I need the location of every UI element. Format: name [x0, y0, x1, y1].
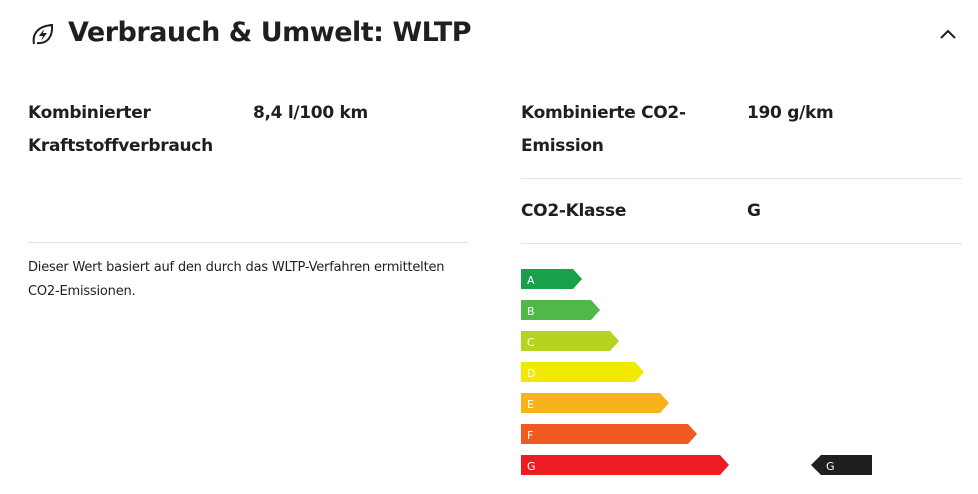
energy-letter: C — [527, 336, 535, 349]
spec-value: G — [747, 201, 761, 221]
energy-letter: E — [527, 398, 534, 411]
energy-bar — [521, 455, 729, 475]
spec-value: 190 g/km — [747, 103, 834, 123]
divider — [28, 242, 468, 243]
energy-bar — [521, 331, 619, 351]
energy-letter: F — [527, 429, 533, 442]
indicator-letter: G — [826, 460, 835, 473]
class-indicator — [811, 455, 872, 475]
energy-letter: B — [527, 305, 535, 318]
energy-bar — [521, 424, 697, 444]
divider — [521, 178, 962, 179]
section-title: Verbrauch & Umwelt: WLTP — [68, 17, 472, 48]
energy-letter: D — [527, 367, 535, 380]
eco-icon — [32, 23, 54, 45]
energy-letter: A — [527, 274, 535, 287]
note: Dieser Wert basiert auf den durch das WL… — [28, 260, 445, 299]
spec-label: Kombinierte CO2-Emission — [521, 103, 686, 156]
spec-value: 8,4 l/100 km — [253, 103, 368, 123]
energy-bar — [521, 393, 669, 413]
energy-bar — [521, 362, 644, 382]
energy-letter: G — [527, 460, 536, 473]
energy-bar — [521, 269, 582, 289]
energy-bar — [521, 300, 600, 320]
spec-label: CO2-Klasse — [521, 201, 627, 221]
collapse-chevron[interactable] — [938, 27, 958, 41]
divider — [521, 243, 962, 244]
spec-label: Kombinierter Kraftstoffverbrauch — [28, 103, 213, 156]
